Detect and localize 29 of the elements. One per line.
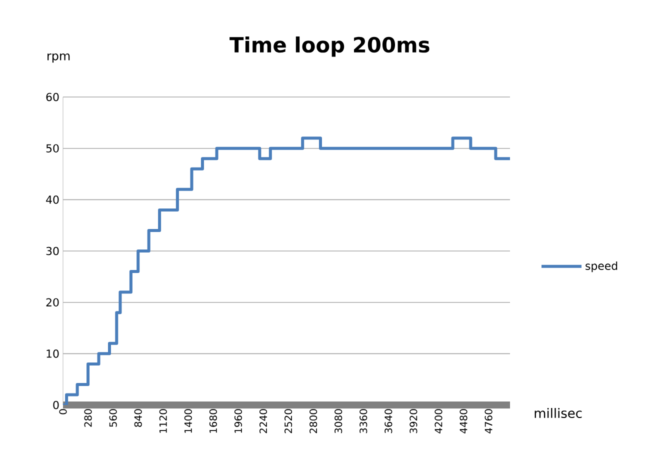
y-tick-label: 0 xyxy=(53,400,59,410)
legend-label: speed xyxy=(586,261,618,272)
x-tick-label: 3640 xyxy=(384,409,392,434)
x-tick-label: 2240 xyxy=(259,409,268,434)
x-tick-label: 1680 xyxy=(209,409,217,433)
y-axis-title: rpm xyxy=(48,54,70,63)
y-tick-label: 30 xyxy=(46,246,59,256)
y-tick-label: 10 xyxy=(46,350,59,358)
x-tick-label: 280 xyxy=(84,409,92,427)
x-tick-label: 2520 xyxy=(284,409,292,434)
x-tick-label: 2800 xyxy=(310,409,318,434)
x-tick-label: 0 xyxy=(59,409,67,414)
x-tick-label: 840 xyxy=(134,409,142,427)
y-tick-label: 20 xyxy=(46,298,59,306)
x-tick-label: 1120 xyxy=(159,409,167,433)
x-tick-label: 1960 xyxy=(234,409,242,433)
x-tick-label: 560 xyxy=(109,409,117,427)
x-tick-label: 3360 xyxy=(360,409,368,434)
y-tick-label: 50 xyxy=(46,144,59,152)
x-tick-label: 3080 xyxy=(334,409,342,434)
chart-title: Time loop 200ms xyxy=(230,36,430,57)
x-tick-label: 4480 xyxy=(460,409,468,434)
y-tick-label: 40 xyxy=(46,196,59,204)
x-tick-label: 4200 xyxy=(434,409,442,434)
x-axis-title: millisec xyxy=(534,408,582,418)
x-tick-label: 3920 xyxy=(410,409,418,434)
x-tick-label: 1400 xyxy=(184,409,192,433)
y-tick-label: 60 xyxy=(46,92,59,102)
x-tick-label: 4760 xyxy=(484,409,492,434)
